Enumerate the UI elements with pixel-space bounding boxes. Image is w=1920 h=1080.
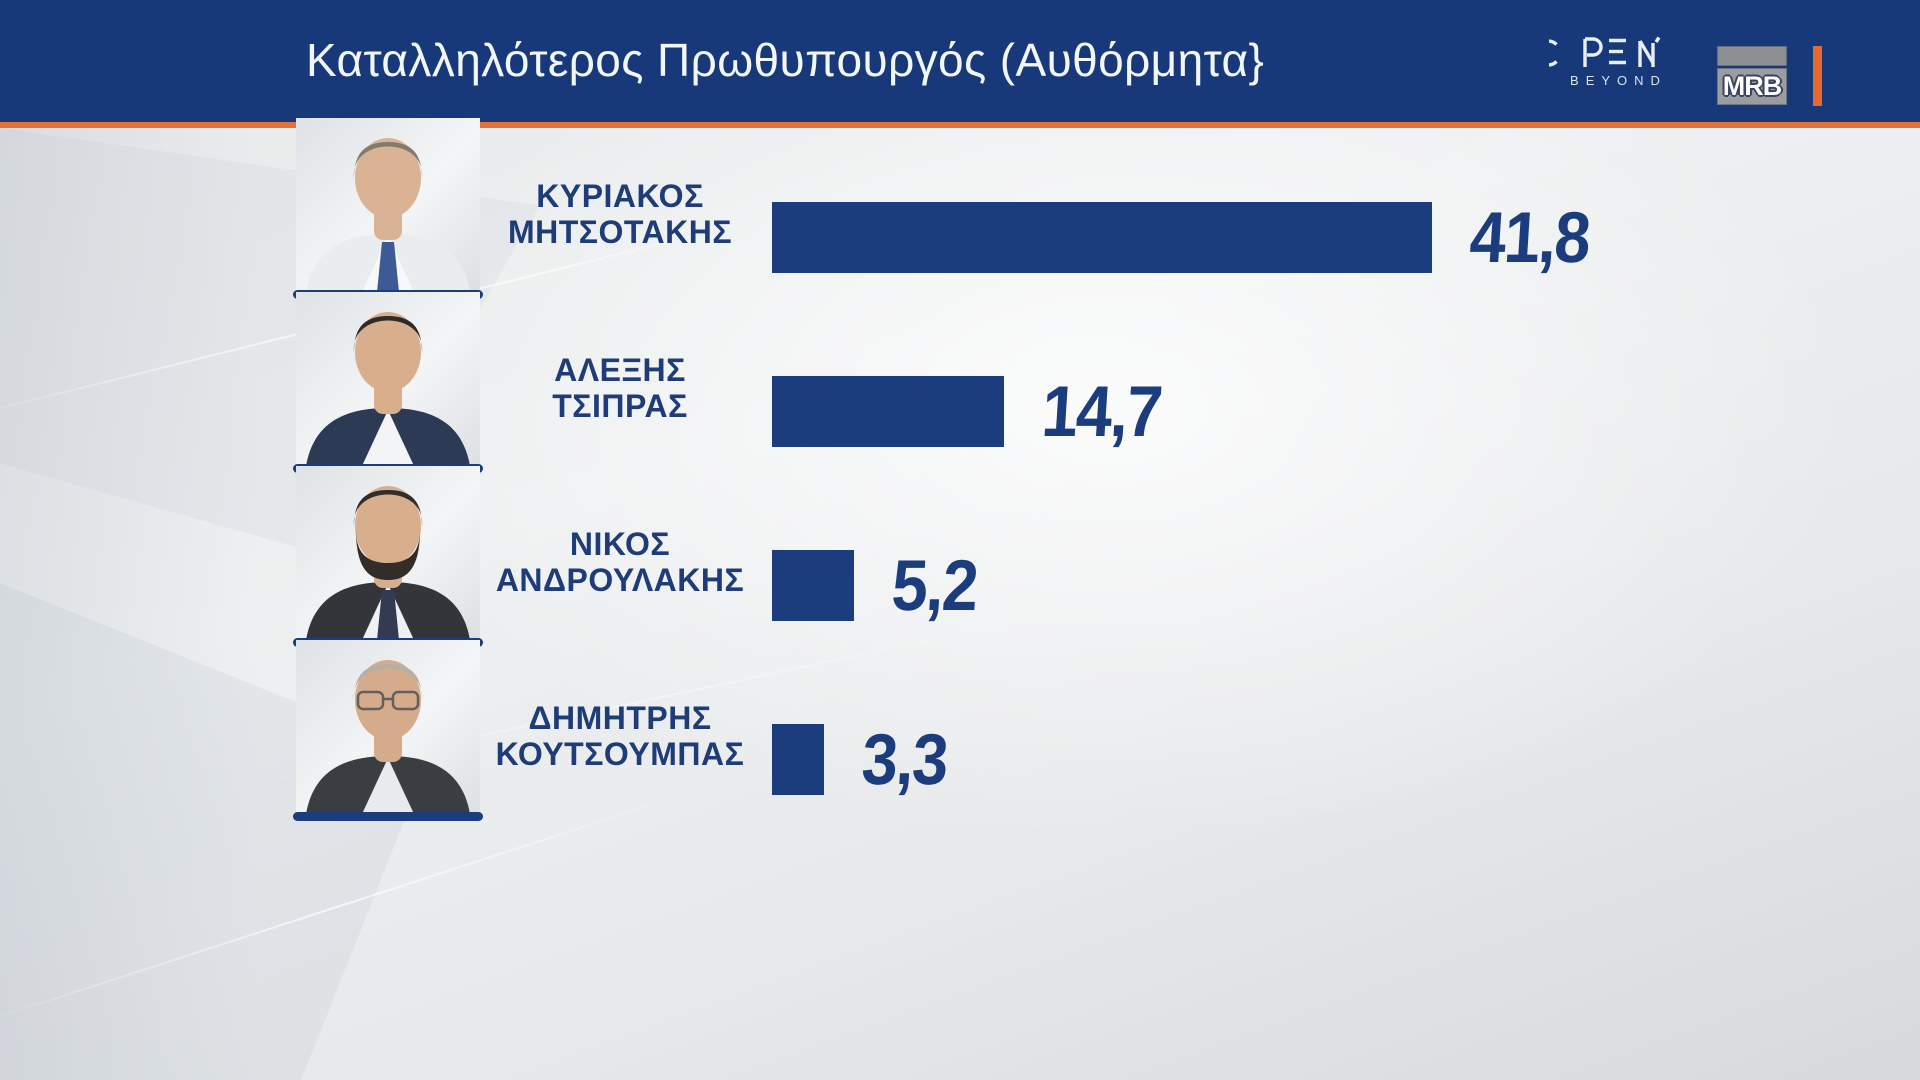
result-value-label: 14,7 bbox=[1039, 371, 1164, 452]
mrb-logo-top-block bbox=[1717, 46, 1787, 66]
poll-result-row: ΑΛΕΞΗΣ ΤΣΙΠΡΑΣ 14,7 bbox=[0, 292, 1920, 473]
header-bar: Καταλληλότερος Πρωθυπουργός (Αυθόρμητα} … bbox=[0, 0, 1920, 122]
candidate-name: ΑΛΕΞΗΣ ΤΣΙΠΡΑΣ bbox=[455, 302, 785, 476]
result-bar bbox=[772, 202, 1432, 273]
result-bar bbox=[772, 550, 854, 621]
result-bar bbox=[772, 376, 1004, 447]
person-portrait-icon bbox=[306, 312, 470, 466]
bar-line: 3,3 bbox=[772, 719, 956, 800]
photo-underline bbox=[293, 812, 483, 821]
person-portrait-icon bbox=[306, 486, 470, 640]
candidate-name: ΝΙΚΟΣ ΑΝΔΡΟΥΛΑΚΗΣ bbox=[455, 476, 785, 650]
candidate-last-name: ΚΟΥΤΣΟΥΜΠΑΣ bbox=[495, 736, 745, 772]
candidate-first-name: ΔΗΜΗΤΡΗΣ bbox=[528, 700, 712, 737]
candidate-photo bbox=[296, 292, 480, 466]
bar-line: 41,8 bbox=[772, 197, 1602, 278]
result-value-label: 3,3 bbox=[859, 719, 950, 800]
candidate-last-name: ΜΗΤΣΟΤΑΚΗΣ bbox=[507, 214, 733, 250]
candidate-photo bbox=[296, 118, 480, 292]
bar-line: 5,2 bbox=[772, 545, 986, 626]
bar-line: 14,7 bbox=[772, 371, 1174, 452]
header-orange-divider bbox=[1813, 46, 1822, 106]
mrb-agency-logo: MRB bbox=[1717, 46, 1787, 105]
candidate-photo bbox=[296, 640, 480, 814]
person-portrait-icon bbox=[306, 138, 470, 292]
open-wordmark-icon bbox=[1549, 36, 1661, 67]
poll-result-row: ΔΗΜΗΤΡΗΣ ΚΟΥΤΣΟΥΜΠΑΣ 3,3 bbox=[0, 640, 1920, 821]
header-accent-line bbox=[0, 122, 1920, 128]
candidate-first-name: ΚΥΡΙΑΚΟΣ bbox=[536, 178, 704, 215]
result-bar bbox=[772, 724, 824, 795]
candidate-first-name: ΝΙΚΟΣ bbox=[569, 526, 671, 563]
open-channel-logo: BEYOND bbox=[1548, 36, 1682, 88]
candidate-photo bbox=[296, 466, 480, 640]
result-value-label: 41,8 bbox=[1467, 197, 1592, 278]
mrb-logo-label: MRB bbox=[1722, 71, 1782, 101]
candidate-last-name: ΤΣΙΠΡΑΣ bbox=[552, 388, 688, 424]
page-title: Καταλληλότερος Πρωθυπουργός (Αυθόρμητα} bbox=[306, 33, 1265, 86]
candidate-first-name: ΑΛΕΞΗΣ bbox=[554, 352, 686, 389]
poll-result-row: ΚΥΡΙΑΚΟΣ ΜΗΤΣΟΤΑΚΗΣ 41,8 bbox=[0, 118, 1920, 299]
mrb-logo-bottom-block: MRB bbox=[1717, 68, 1787, 105]
result-value-label: 5,2 bbox=[889, 545, 980, 626]
candidate-last-name: ΑΝΔΡΟΥΛΑΚΗΣ bbox=[495, 562, 745, 598]
candidate-name: ΚΥΡΙΑΚΟΣ ΜΗΤΣΟΤΑΚΗΣ bbox=[455, 128, 785, 302]
candidate-name: ΔΗΜΗΤΡΗΣ ΚΟΥΤΣΟΥΜΠΑΣ bbox=[455, 650, 785, 824]
poll-result-row: ΝΙΚΟΣ ΑΝΔΡΟΥΛΑΚΗΣ 5,2 bbox=[0, 466, 1920, 647]
person-portrait-icon bbox=[306, 660, 470, 814]
open-tagline: BEYOND bbox=[1570, 73, 1667, 88]
